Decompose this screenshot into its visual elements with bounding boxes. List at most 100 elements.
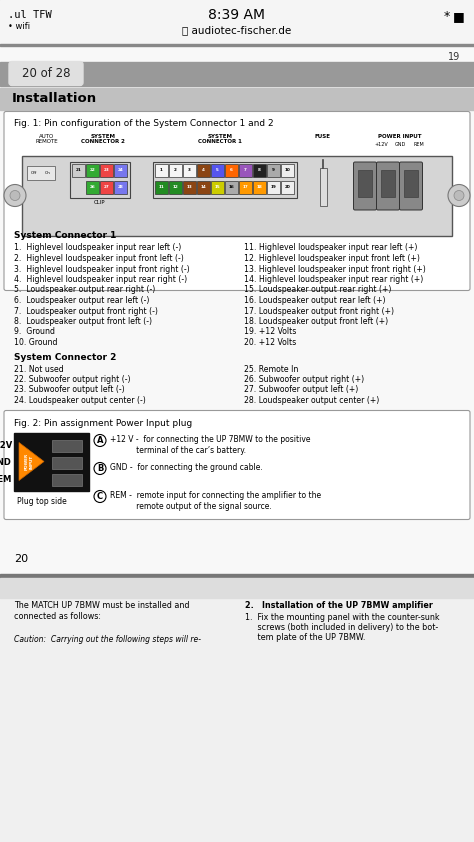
Text: 28: 28 (118, 185, 123, 189)
Bar (320, 168, 327, 205)
Text: Plug top side: Plug top side (17, 497, 66, 505)
Text: Caution:  Carrying out the following steps will re-: Caution: Carrying out the following step… (14, 636, 201, 644)
Circle shape (4, 184, 26, 206)
Text: 11. Highlevel loudspeaker input rear left (+): 11. Highlevel loudspeaker input rear lef… (244, 243, 418, 253)
FancyBboxPatch shape (4, 111, 470, 290)
Text: 27. Subwoofer output left (+): 27. Subwoofer output left (+) (244, 386, 358, 395)
Bar (114, 180, 127, 194)
Bar (0, 578, 474, 842)
Bar (100, 180, 113, 194)
Bar (211, 163, 224, 177)
Text: 6.  Loudspeaker output rear left (-): 6. Loudspeaker output rear left (-) (14, 296, 149, 305)
Text: SYSTEM
CONNECTOR 1: SYSTEM CONNECTOR 1 (198, 134, 242, 144)
Bar (239, 163, 252, 177)
Text: Off: Off (31, 170, 37, 174)
Bar (253, 180, 266, 194)
Text: REM: REM (414, 142, 424, 147)
Text: 14. Highlevel loudspeaker input rear right (+): 14. Highlevel loudspeaker input rear rig… (244, 275, 423, 284)
Bar (100, 163, 113, 177)
Bar (22, 156, 452, 236)
Bar (52, 456, 82, 468)
Bar (52, 473, 82, 486)
Text: 18. Loudspeaker output front left (+): 18. Loudspeaker output front left (+) (244, 317, 388, 326)
Text: 1.  Highlevel loudspeaker input rear left (-): 1. Highlevel loudspeaker input rear left… (14, 243, 181, 253)
Bar (281, 163, 294, 177)
Circle shape (94, 491, 106, 503)
FancyBboxPatch shape (376, 162, 400, 210)
Text: 20: 20 (284, 185, 291, 189)
Text: • wifi: • wifi (8, 22, 30, 31)
Text: 8.  Loudspeaker output front left (-): 8. Loudspeaker output front left (-) (14, 317, 152, 326)
Text: 18: 18 (256, 185, 263, 189)
Text: System Connector 1: System Connector 1 (14, 232, 117, 241)
Text: 8:39 AM: 8:39 AM (209, 8, 265, 22)
Bar (0, 578, 474, 598)
Circle shape (10, 190, 20, 200)
Text: 3: 3 (188, 168, 191, 172)
Text: 10. Ground: 10. Ground (14, 338, 57, 347)
Text: FUSE: FUSE (315, 134, 331, 138)
Bar (404, 169, 418, 196)
Text: 10: 10 (284, 168, 291, 172)
Circle shape (94, 462, 106, 475)
Text: 14: 14 (201, 185, 206, 189)
Text: 23. Subwoofer output left (-): 23. Subwoofer output left (-) (14, 386, 125, 395)
FancyBboxPatch shape (4, 411, 470, 520)
Text: GND: GND (394, 142, 406, 147)
Bar (225, 180, 238, 194)
Circle shape (448, 184, 470, 206)
Bar (155, 180, 168, 194)
Text: +12V: +12V (374, 142, 388, 147)
Text: 8: 8 (258, 168, 261, 172)
Bar (358, 169, 372, 196)
Text: C: C (97, 492, 103, 501)
Text: 24: 24 (118, 168, 123, 172)
Bar (27, 166, 55, 179)
Text: 20: 20 (14, 553, 28, 563)
Bar (169, 180, 182, 194)
Text: 13. Highlevel loudspeaker input front right (+): 13. Highlevel loudspeaker input front ri… (244, 264, 426, 274)
Text: 9.  Ground: 9. Ground (14, 328, 55, 337)
Text: 🔒 audiotec-fischer.de: 🔒 audiotec-fischer.de (182, 25, 292, 35)
Text: B: B (97, 464, 103, 473)
Text: 21. Not used: 21. Not used (14, 365, 64, 374)
Text: .ul TFW: .ul TFW (8, 10, 52, 20)
Bar (183, 180, 196, 194)
Text: 7.  Loudspeaker output front right (-): 7. Loudspeaker output front right (-) (14, 306, 158, 316)
Text: 1: 1 (160, 168, 163, 172)
Text: 19: 19 (448, 51, 460, 61)
Bar (86, 180, 99, 194)
Text: 5: 5 (216, 168, 219, 172)
Bar (281, 180, 294, 194)
Text: 17. Loudspeaker output front right (+): 17. Loudspeaker output front right (+) (244, 306, 394, 316)
Text: 16. Loudspeaker output rear left (+): 16. Loudspeaker output rear left (+) (244, 296, 385, 305)
Text: +12 V -  for connecting the UP 7BMW to the positive
           terminal of the c: +12 V - for connecting the UP 7BMW to th… (110, 435, 310, 455)
Bar (52, 440, 82, 451)
Bar (86, 163, 99, 177)
FancyBboxPatch shape (354, 162, 376, 210)
Text: 15. Loudspeaker output rear right (+): 15. Loudspeaker output rear right (+) (244, 285, 392, 295)
Text: 2: 2 (174, 168, 177, 172)
Text: 12: 12 (173, 185, 178, 189)
Text: 5.  Loudspeaker output rear right (-): 5. Loudspeaker output rear right (-) (14, 285, 155, 295)
Text: SYSTEM
CONNECTOR 2: SYSTEM CONNECTOR 2 (81, 134, 125, 144)
Text: POWER INPUT: POWER INPUT (378, 134, 422, 138)
Bar (0, 524, 474, 573)
Bar (114, 163, 127, 177)
Text: 2.  Highlevel loudspeaker input front left (-): 2. Highlevel loudspeaker input front lef… (14, 254, 184, 263)
Text: 1.  Fix the mounting panel with the counter-sunk
     screws (both included in d: 1. Fix the mounting panel with the count… (245, 612, 439, 642)
Bar (0, 88, 474, 109)
Bar (0, 44, 474, 45)
Bar (253, 163, 266, 177)
Text: System Connector 2: System Connector 2 (14, 353, 117, 361)
Text: 19: 19 (271, 185, 276, 189)
Bar (72, 163, 85, 177)
Text: ■: ■ (453, 10, 465, 23)
Text: GND: GND (0, 458, 12, 467)
Text: 7: 7 (244, 168, 247, 172)
Text: 24. Loudspeaker output center (-): 24. Loudspeaker output center (-) (14, 396, 146, 405)
Text: 15: 15 (215, 185, 220, 189)
Bar (0, 573, 474, 578)
Bar (197, 180, 210, 194)
Text: 20. +12 Volts: 20. +12 Volts (244, 338, 296, 347)
